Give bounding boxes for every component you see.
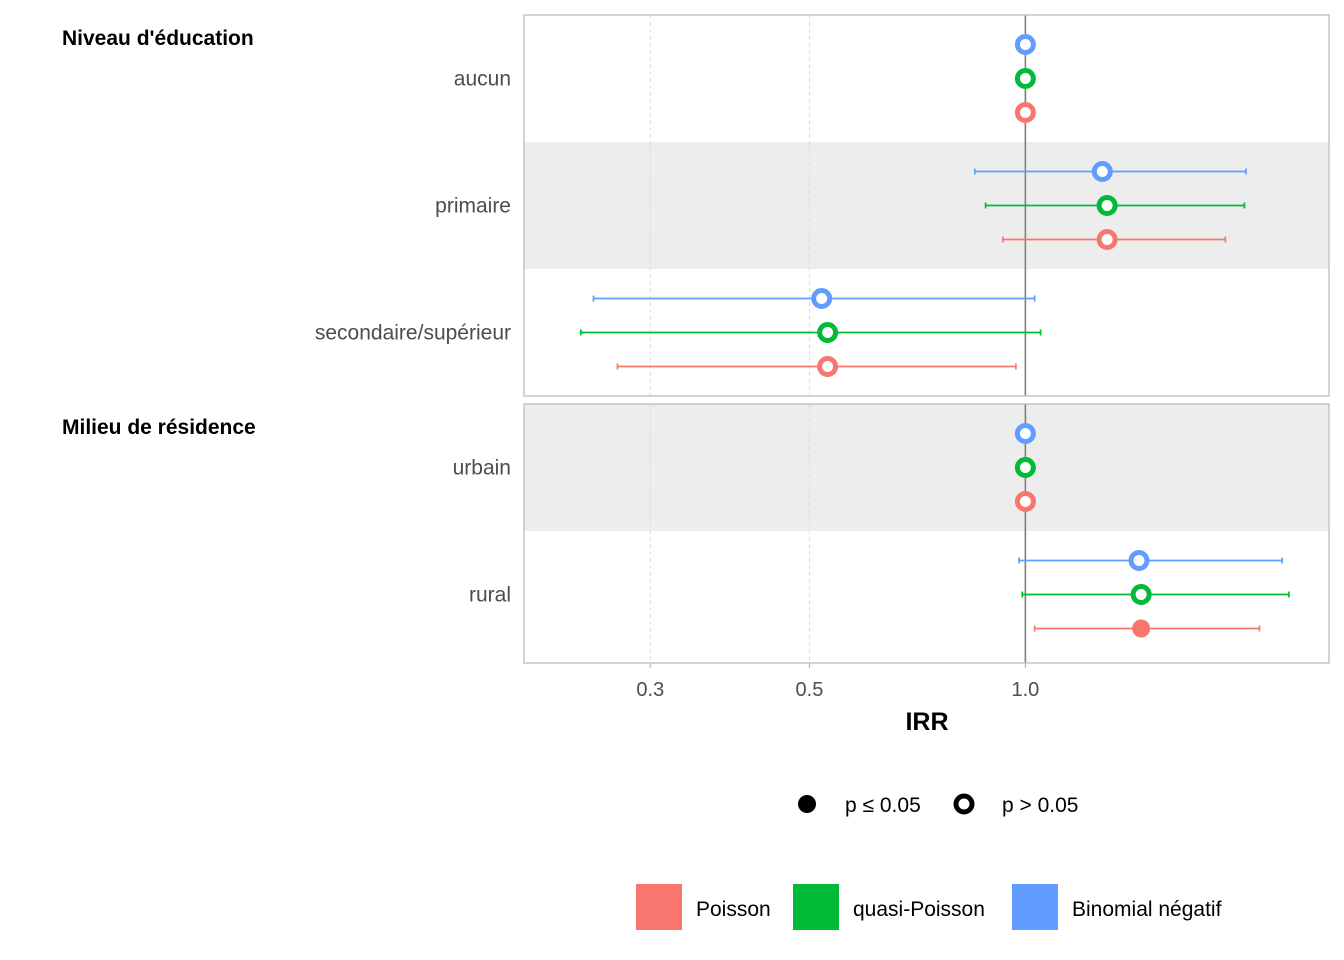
group-title: Milieu de résidence (62, 416, 256, 439)
row-label: primaire (435, 195, 511, 218)
legend-label: Binomial négatif (1072, 898, 1222, 921)
point-estimate (1014, 34, 1036, 55)
group-title: Niveau d'éducation (62, 27, 254, 50)
panel-border (523, 14, 1330, 397)
point-estimate (1132, 619, 1151, 638)
legend-label: Poisson (696, 898, 771, 921)
point-estimate (1128, 550, 1150, 571)
point-estimate (1014, 68, 1036, 89)
point-estimate (817, 356, 839, 377)
row-label: urbain (453, 457, 511, 480)
row-label: rural (469, 584, 511, 607)
model-legend: Poisson quasi-Poisson Binomial négatif (636, 884, 1222, 930)
panel-border (523, 403, 1330, 664)
x-tick-label: 1.0 (1011, 679, 1039, 701)
x-tick-label: 0.5 (796, 679, 824, 701)
point-estimate (1091, 161, 1113, 182)
x-axis: 0.3 0.5 1.0 (636, 663, 1039, 701)
row-label: secondaire/supérieur (315, 322, 511, 345)
point-estimate (1096, 195, 1118, 216)
row-band (524, 404, 1329, 531)
point-estimate (1096, 229, 1118, 250)
legend-key (793, 884, 839, 930)
legend-label: quasi-Poisson (853, 898, 985, 921)
legend-key (636, 884, 682, 930)
row-label: aucun (454, 68, 511, 91)
panel-1: Milieu de résidence urbain rural (62, 403, 1330, 664)
legend-label: p ≤ 0.05 (845, 794, 921, 817)
legend-symbol-hollow (953, 793, 975, 815)
legend-symbol-filled (798, 795, 816, 813)
point-estimate (817, 322, 839, 343)
point-estimate (1014, 102, 1036, 123)
point-estimate (1014, 423, 1036, 444)
legend-key (1012, 884, 1058, 930)
legend-label: p > 0.05 (1002, 794, 1078, 817)
significance-legend: p ≤ 0.05 p > 0.05 (798, 793, 1078, 817)
x-tick-label: 0.3 (636, 679, 664, 701)
panels: Niveau d'éducation aucun primaire secondair… (62, 14, 1330, 664)
point-estimate (811, 288, 833, 309)
x-axis-title: IRR (905, 708, 948, 736)
point-estimate (1014, 491, 1036, 512)
point-estimate (1130, 584, 1152, 605)
point-estimate (1014, 457, 1036, 478)
panel-0: Niveau d'éducation aucun primaire secondair… (62, 14, 1330, 397)
